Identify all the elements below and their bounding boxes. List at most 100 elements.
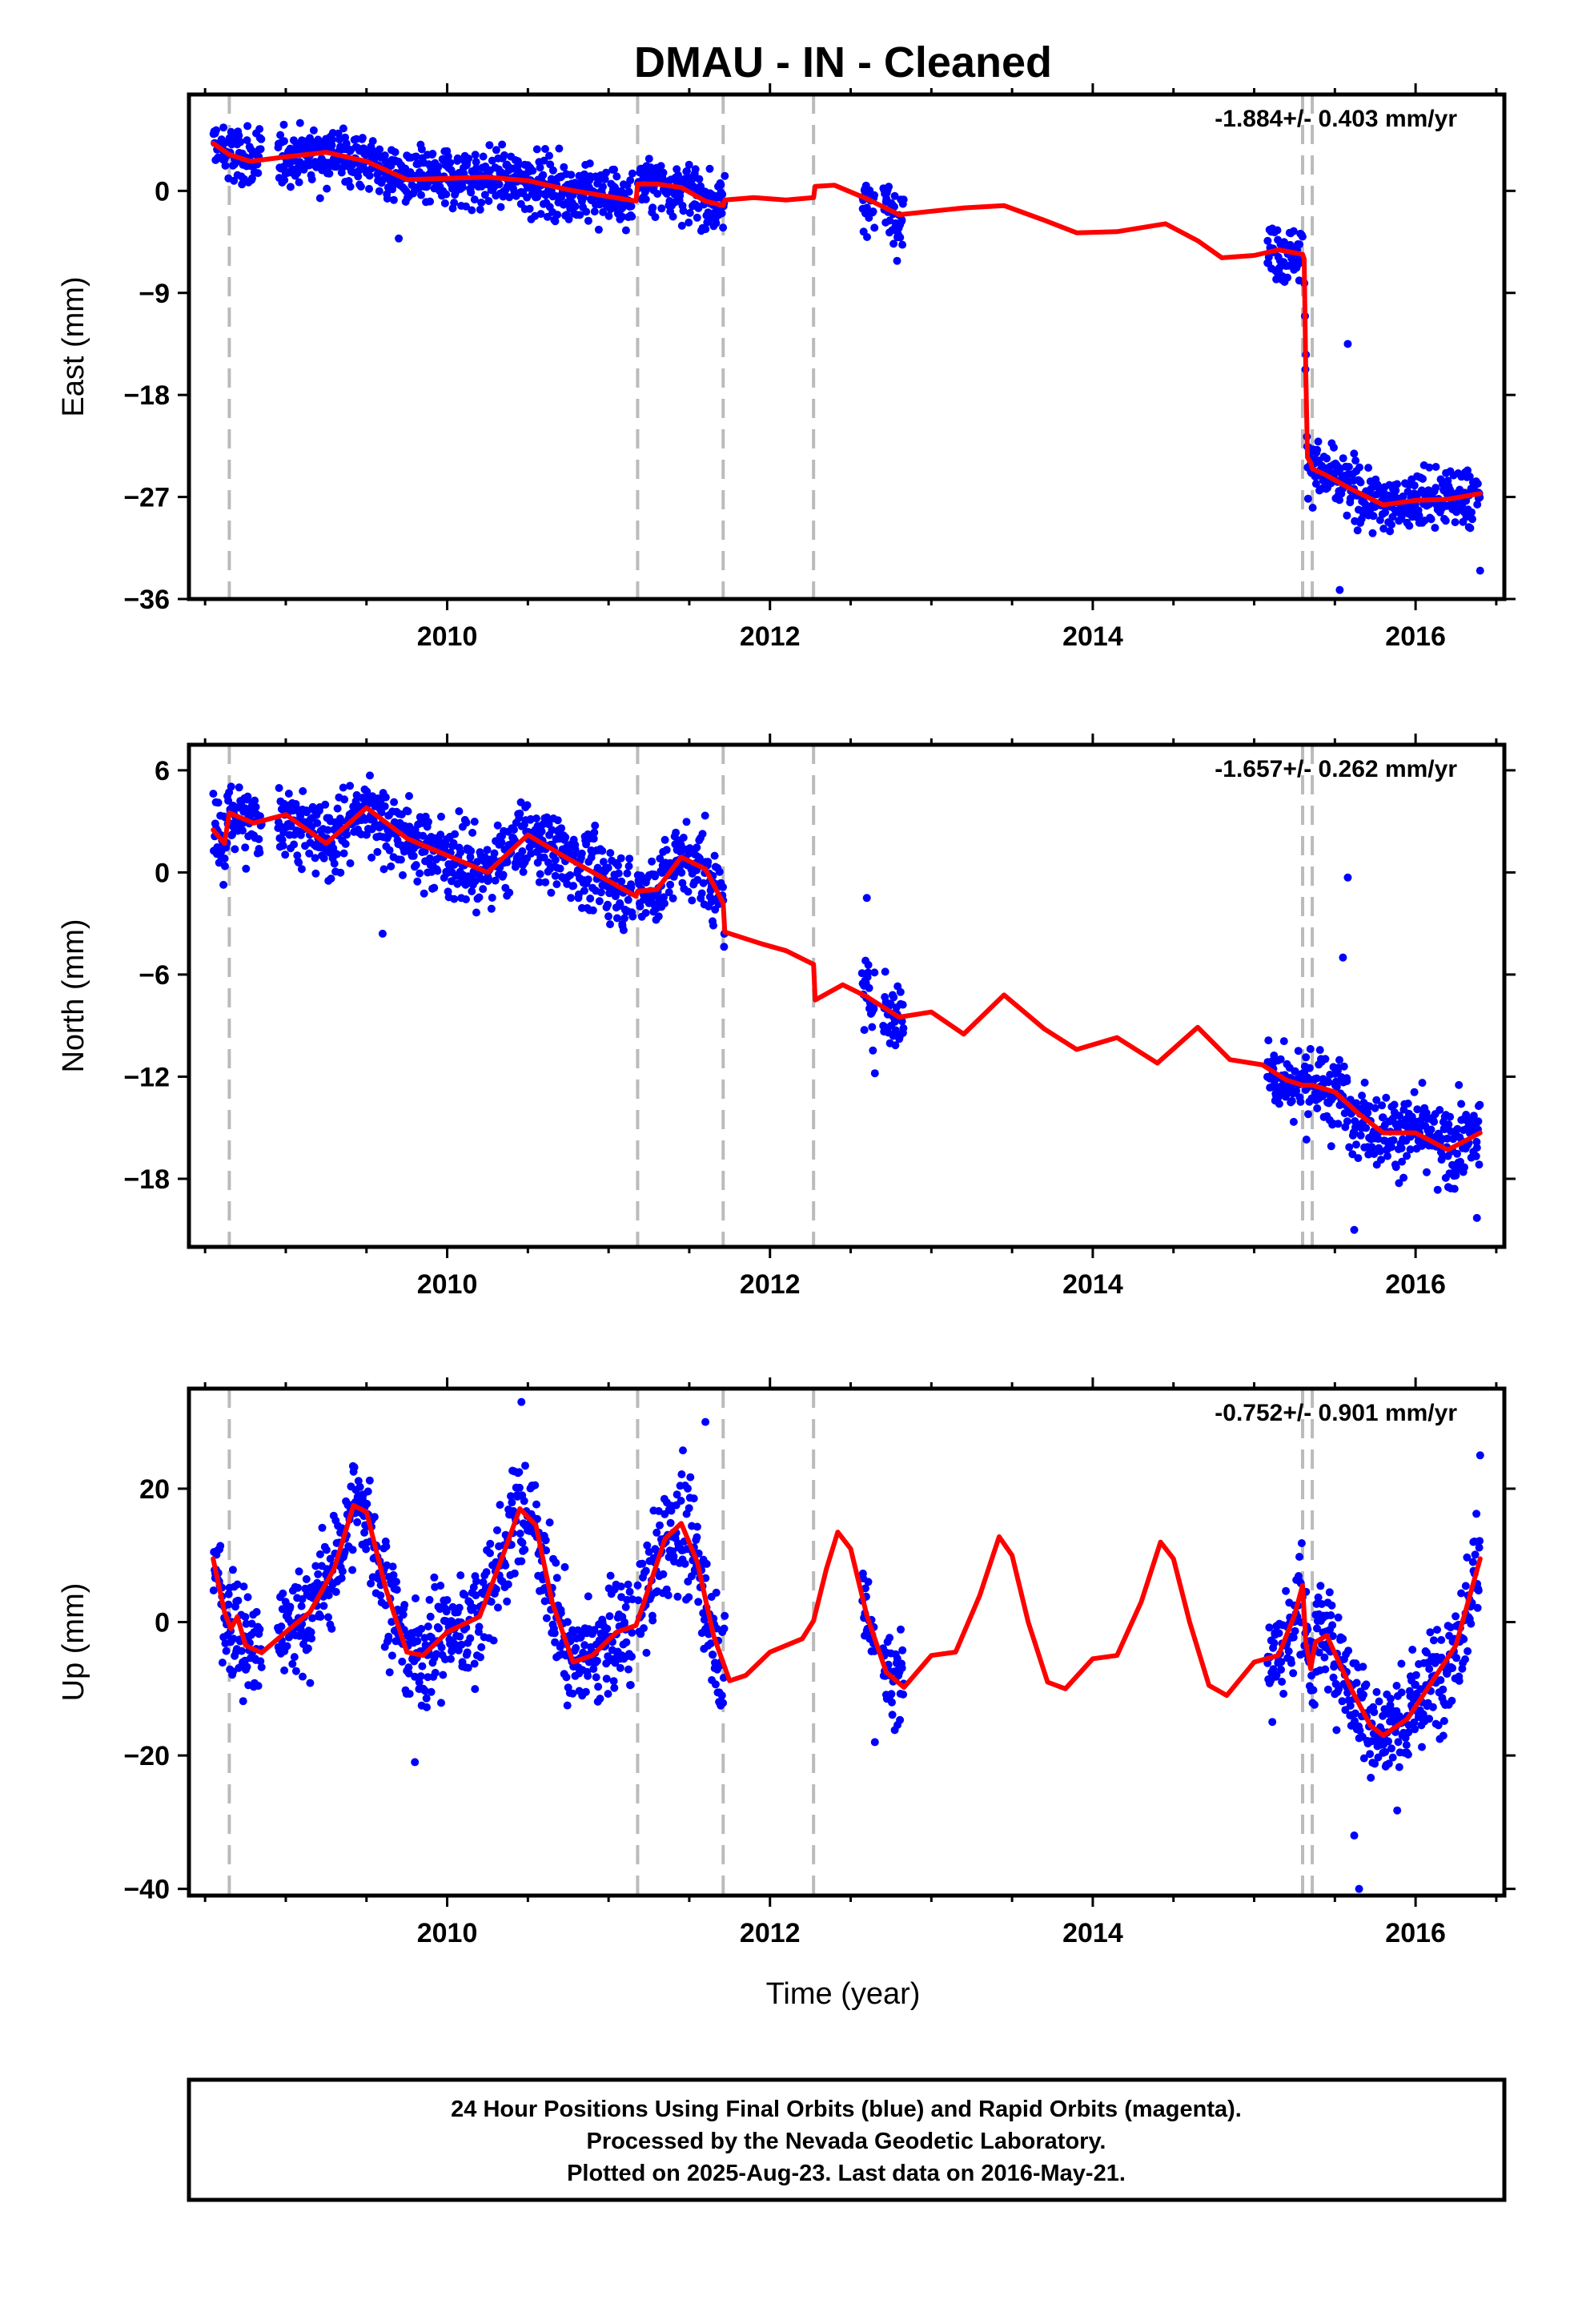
data-point xyxy=(1309,1686,1318,1695)
data-point xyxy=(623,869,632,878)
data-point xyxy=(580,1641,589,1650)
data-point xyxy=(1472,1152,1480,1160)
data-point xyxy=(710,851,719,860)
data-point xyxy=(389,1570,398,1579)
data-point xyxy=(293,851,302,860)
data-point xyxy=(870,223,879,232)
rate-label: -1.657+/- 0.262 mm/yr xyxy=(1215,756,1457,782)
data-points xyxy=(209,771,1484,1234)
data-point xyxy=(626,1681,635,1689)
data-point xyxy=(399,870,407,879)
data-point xyxy=(442,190,451,199)
data-point xyxy=(599,183,607,191)
data-point xyxy=(1471,1550,1480,1559)
data-point xyxy=(456,1571,465,1580)
data-point xyxy=(439,1671,448,1679)
data-point xyxy=(247,1619,256,1628)
data-point xyxy=(679,207,688,215)
data-point xyxy=(595,897,604,906)
data-point xyxy=(1386,527,1395,536)
data-point xyxy=(458,183,467,191)
data-point xyxy=(302,1574,311,1583)
data-point xyxy=(865,983,873,992)
data-point xyxy=(885,216,894,225)
data-point xyxy=(311,854,319,862)
data-point xyxy=(1473,1603,1482,1612)
data-point xyxy=(356,183,365,191)
data-point xyxy=(532,1500,540,1509)
x-tick-label: 2012 xyxy=(740,1918,801,1948)
data-point xyxy=(891,1041,900,1050)
data-point xyxy=(563,1701,572,1710)
data-point xyxy=(702,1559,711,1568)
data-point xyxy=(1395,1112,1403,1120)
data-point xyxy=(1388,1753,1397,1762)
data-point xyxy=(468,887,476,895)
data-point xyxy=(233,1580,242,1589)
data-point xyxy=(1284,1647,1293,1655)
data-point xyxy=(548,826,556,834)
data-point xyxy=(686,1473,695,1482)
data-point xyxy=(370,1513,379,1522)
data-point xyxy=(584,875,592,884)
data-point xyxy=(491,876,500,885)
data-point xyxy=(442,1607,451,1616)
data-point xyxy=(898,1646,907,1655)
data-point xyxy=(476,1653,484,1662)
data-point xyxy=(379,865,388,874)
data-point xyxy=(413,877,422,886)
data-point xyxy=(1323,1685,1332,1694)
data-point xyxy=(498,140,507,149)
data-point xyxy=(1394,1738,1403,1747)
data-point xyxy=(699,879,708,887)
data-point xyxy=(353,1518,362,1526)
data-point xyxy=(1475,1543,1484,1552)
data-point xyxy=(1350,1831,1359,1840)
data-point xyxy=(507,1492,515,1501)
x-tick-label: 2014 xyxy=(1062,1269,1123,1300)
data-point xyxy=(305,849,314,858)
data-point xyxy=(535,878,544,887)
data-point xyxy=(666,880,675,889)
data-point xyxy=(613,888,622,897)
data-point xyxy=(1355,1727,1364,1735)
data-point xyxy=(380,802,389,810)
plot-area xyxy=(209,1389,1484,1896)
data-point xyxy=(582,840,591,849)
data-point xyxy=(1350,449,1359,458)
data-point xyxy=(424,1622,432,1630)
data-point xyxy=(1457,1100,1466,1108)
data-point xyxy=(1436,1676,1445,1684)
data-point xyxy=(283,1642,291,1651)
data-point xyxy=(1457,1589,1466,1598)
data-point xyxy=(490,849,499,858)
data-point xyxy=(677,1497,685,1505)
data-point xyxy=(1283,273,1292,282)
data-point xyxy=(586,895,595,903)
data-point xyxy=(1430,1117,1439,1126)
data-point xyxy=(479,885,488,894)
data-point xyxy=(360,1528,369,1537)
data-point xyxy=(588,906,597,915)
data-point xyxy=(367,1579,375,1588)
data-point xyxy=(643,1541,652,1550)
data-point xyxy=(896,233,905,242)
data-point xyxy=(1312,1074,1321,1083)
data-point xyxy=(605,1612,614,1621)
data-point xyxy=(610,1683,619,1692)
data-point xyxy=(409,851,418,860)
data-point xyxy=(413,1637,422,1646)
data-point xyxy=(503,858,512,866)
data-point xyxy=(621,226,630,235)
data-point xyxy=(1474,1117,1483,1126)
data-point xyxy=(1352,1679,1361,1687)
data-point xyxy=(411,1758,420,1767)
data-point xyxy=(307,1634,316,1642)
x-tick-label: 2016 xyxy=(1385,1918,1446,1948)
data-point xyxy=(303,1644,312,1653)
data-point xyxy=(1446,1112,1455,1121)
data-point xyxy=(715,867,724,876)
data-point xyxy=(323,184,331,193)
data-point xyxy=(1435,1106,1444,1114)
data-point xyxy=(484,197,493,205)
